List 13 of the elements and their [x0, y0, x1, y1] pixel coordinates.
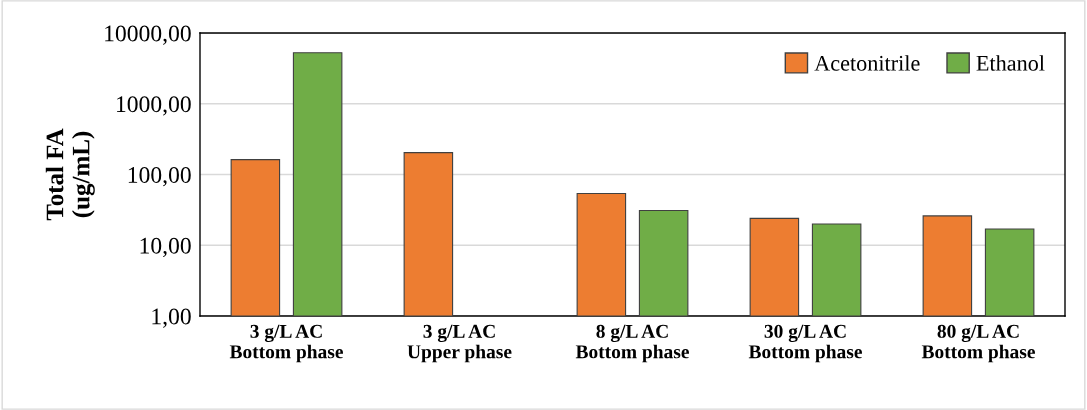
- x-tick-label: 8 g/L AC Bottom phase: [575, 324, 689, 363]
- y-axis-title: Total FA (ug/mL): [45, 128, 95, 221]
- y-tick-label: 1000,00: [117, 96, 191, 116]
- y-tick-label: 100,00: [128, 166, 191, 187]
- y-tick-label: 10000,00: [105, 25, 191, 45]
- y-tick-label: 10,00: [140, 237, 191, 258]
- x-tick-label: 3 g/L AC Upper phase: [407, 324, 512, 363]
- x-tick-label: 80 g/L AC Bottom phase: [921, 324, 1035, 363]
- legend-label: Ethanol: [976, 55, 1045, 71]
- x-tick-label: 30 g/L AC Bottom phase: [748, 324, 862, 363]
- y-tick-label: 1,00: [152, 308, 191, 328]
- x-tick-label: 3 g/L AC Bottom phase: [229, 324, 343, 363]
- legend-label: Acetonitrile: [814, 55, 920, 71]
